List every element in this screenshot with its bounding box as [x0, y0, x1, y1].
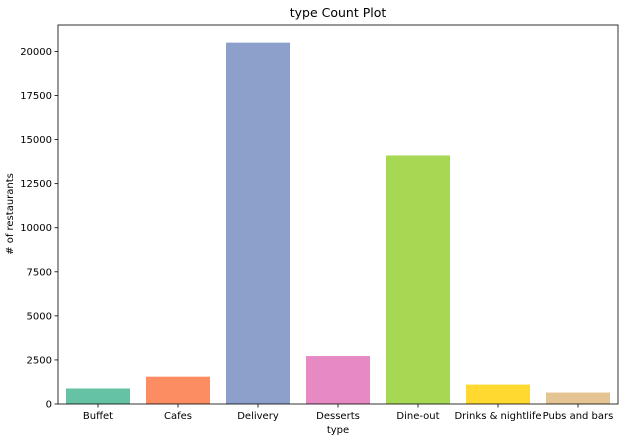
bar-desserts: [306, 356, 370, 404]
bar-drinks-nightlife: [466, 384, 530, 404]
x-tick-label: Pubs and bars: [543, 411, 614, 422]
y-tick-label: 12500: [20, 179, 52, 190]
y-tick-label: 0: [46, 400, 52, 411]
bar-buffet: [66, 388, 130, 404]
y-axis: 0 2500 5000 7500 10000 12500 15000 17500 20000: [20, 47, 58, 411]
x-tick-label: Delivery: [237, 411, 279, 422]
bar-pubs-and-bars: [546, 392, 610, 404]
y-tick-label: 5000: [27, 311, 52, 322]
y-tick-label: 10000: [20, 223, 52, 234]
x-tick-label: Desserts: [316, 411, 360, 422]
y-axis-label: # of restaurants: [5, 173, 16, 255]
bar-cafes: [146, 376, 210, 404]
x-axis: Buffet Cafes Delivery Desserts Dine-out Drink…: [83, 404, 613, 422]
x-axis-label: type: [327, 425, 349, 436]
y-tick-label: 15000: [20, 135, 52, 146]
bars-group: [66, 42, 610, 405]
x-tick-label: Cafes: [164, 411, 192, 422]
x-tick-label: Dine-out: [396, 411, 439, 422]
bar-dine-out: [386, 155, 450, 404]
x-tick-label: Buffet: [83, 411, 113, 422]
y-tick-label: 7500: [27, 267, 52, 278]
y-tick-label: 17500: [20, 91, 52, 102]
bar-delivery: [226, 42, 290, 405]
chart-title: type Count Plot: [290, 5, 387, 20]
y-tick-label: 20000: [20, 47, 52, 58]
y-tick-label: 2500: [27, 355, 52, 366]
x-tick-label: Drinks & nightlife: [454, 411, 541, 422]
plot-frame: [57, 24, 619, 405]
